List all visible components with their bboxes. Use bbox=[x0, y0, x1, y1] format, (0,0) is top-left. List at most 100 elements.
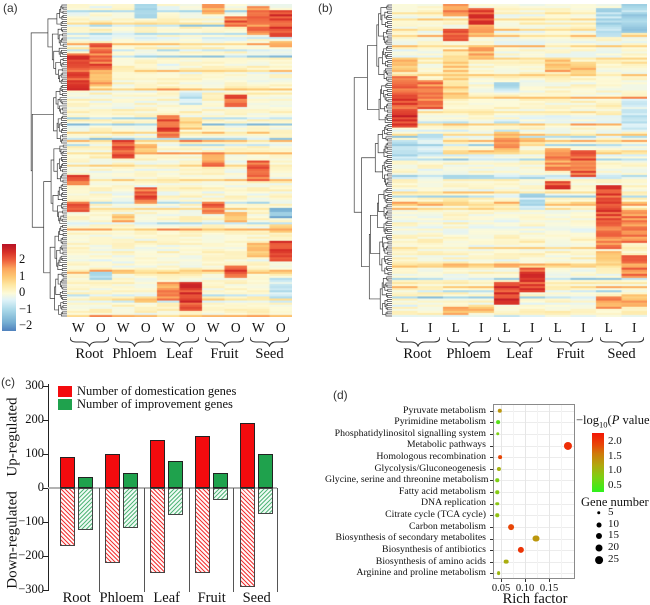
c-y-tick-label: 0 bbox=[37, 480, 44, 494]
d-data-point bbox=[495, 513, 499, 518]
d-color-tick-label: 2.0 bbox=[608, 434, 622, 447]
c-y-tick-label: 100 bbox=[25, 445, 44, 460]
heatmap-colorbar-tick-label: −2 bbox=[19, 318, 33, 333]
c-bar-improvement-down bbox=[212, 488, 229, 500]
c-y-tick bbox=[43, 488, 48, 490]
d-pathway-label: Biosynthesis of amino acids bbox=[375, 555, 486, 567]
heatmap-b-tissue-label: Phloem bbox=[446, 346, 491, 362]
heatmap-b-tissue-label: Fruit bbox=[556, 346, 585, 362]
legend-label-improvement: Number of improvement genes bbox=[77, 397, 233, 411]
d-size-legend-dot bbox=[595, 544, 603, 552]
d-grid-h bbox=[494, 457, 574, 459]
heatmap-b-tissue-label: Leaf bbox=[506, 346, 533, 362]
c-bar-improvement-up bbox=[257, 453, 274, 488]
heatmap-b-group-brace bbox=[395, 336, 440, 347]
heatmap-colorbar-tick-label: −1 bbox=[19, 301, 33, 316]
c-bar-improvement-up bbox=[212, 473, 229, 488]
d-pathway-label: Fatty acid metabolism bbox=[398, 485, 486, 497]
c-bar-domestication-up bbox=[194, 436, 211, 488]
d-pathway-label: Glycolysis/Gluconeogenesis bbox=[374, 462, 486, 474]
d-y-tick bbox=[489, 468, 493, 470]
d-grid-h bbox=[494, 433, 574, 435]
d-size-tick-label: 5 bbox=[608, 506, 614, 518]
c-bar-domestication-down bbox=[194, 488, 211, 574]
d-pathway-label: Arginine and proline metabolism bbox=[356, 567, 486, 579]
c-category-label: Fruit bbox=[197, 590, 226, 605]
c-ylabel-down: Down-regulated bbox=[4, 491, 21, 589]
heatmap-colorbar bbox=[2, 244, 16, 331]
d-grid-v-major bbox=[501, 404, 502, 578]
c-bar-domestication-down bbox=[149, 488, 166, 574]
d-x-tick-label: 0.10 bbox=[515, 583, 535, 594]
c-y-tick bbox=[43, 419, 48, 422]
d-data-point bbox=[496, 420, 501, 425]
d-grid-v-minor bbox=[513, 404, 514, 578]
d-grid-h bbox=[494, 422, 574, 424]
heatmap-b-condition-label: I bbox=[428, 320, 433, 335]
heatmap-b-condition-label: L bbox=[400, 320, 409, 335]
d-y-tick bbox=[489, 445, 493, 447]
d-size-legend-dot bbox=[597, 511, 601, 515]
d-x-tick bbox=[525, 578, 526, 582]
d-data-point bbox=[564, 441, 573, 450]
heatmap-b-canvas bbox=[392, 4, 647, 317]
panel-a-label: (a) bbox=[3, 1, 18, 15]
heatmap-a-group-brace bbox=[115, 336, 154, 347]
d-grid-v-minor bbox=[561, 404, 562, 578]
c-bar-improvement-up bbox=[77, 477, 94, 488]
d-grid-h bbox=[494, 550, 574, 552]
d-pathway-label: DNA replication bbox=[420, 497, 486, 509]
d-color-tick-label: 1.5 bbox=[608, 449, 622, 462]
heatmap-b-condition-label: L bbox=[553, 320, 562, 335]
d-data-point bbox=[495, 432, 500, 436]
d-y-tick bbox=[489, 410, 493, 412]
d-data-point bbox=[503, 559, 509, 565]
d-y-tick bbox=[489, 561, 493, 563]
heatmap-b-condition-label: I bbox=[479, 320, 484, 335]
c-bar-improvement-up bbox=[167, 461, 184, 488]
heatmap-a-condition-label: O bbox=[275, 320, 286, 335]
d-pathway-label: Citrate cycle (TCA cycle) bbox=[385, 509, 486, 521]
d-pathway-label: Carbon metabolism bbox=[408, 520, 486, 532]
d-size-legend-dot bbox=[596, 522, 602, 528]
d-data-point bbox=[497, 408, 503, 413]
d-y-tick bbox=[489, 492, 493, 494]
heatmap-colorbar-tick-label: 1 bbox=[19, 268, 26, 283]
c-bar-domestication-down bbox=[104, 488, 121, 563]
d-grid-h bbox=[494, 561, 574, 563]
d-size-tick-label: 10 bbox=[608, 517, 619, 530]
heatmap-b-condition-label: I bbox=[632, 320, 637, 335]
c-bar-domestication-up bbox=[149, 439, 166, 488]
c-bar-improvement-up bbox=[122, 473, 139, 488]
c-category-label: Root bbox=[62, 590, 91, 605]
c-bar-domestication-up bbox=[239, 423, 256, 488]
d-size-tick-label: 15 bbox=[608, 529, 619, 542]
dendrogram-a-canvas bbox=[28, 4, 67, 317]
legend-swatch-domestication bbox=[58, 386, 72, 397]
d-grid-h bbox=[494, 503, 574, 505]
heatmap-a-tissue-label: Seed bbox=[255, 346, 284, 362]
c-y-tick bbox=[43, 385, 48, 388]
heatmap-b-tissue-label: Root bbox=[403, 346, 432, 362]
c-group-separator bbox=[276, 488, 278, 593]
legend-swatch-improvement bbox=[58, 399, 72, 410]
d-pathway-label: Biosynthesis of secondary metabolites bbox=[335, 532, 486, 544]
d-y-tick bbox=[489, 503, 493, 505]
c-y-tick-label: 200 bbox=[25, 411, 44, 426]
heatmap-a-condition-label: W bbox=[116, 320, 130, 335]
heatmap-a-tissue-label: Phloem bbox=[112, 346, 157, 362]
d-grid-v-major bbox=[525, 404, 526, 578]
d-data-point bbox=[532, 535, 540, 542]
d-data-point bbox=[518, 547, 525, 554]
d-size-legend-dot bbox=[595, 533, 603, 540]
d-data-point bbox=[498, 455, 502, 460]
heatmap-a-group-brace bbox=[205, 336, 244, 347]
d-pathway-label: Pyrimidine metabolism bbox=[394, 416, 486, 428]
d-grid-h bbox=[494, 480, 574, 482]
legend-label-domestication: Number of domestication genes bbox=[77, 384, 237, 398]
heatmap-b-tissue-label: Seed bbox=[607, 346, 636, 362]
heatmap-b-condition-label: L bbox=[502, 320, 511, 335]
d-size-tick-label: 25 bbox=[608, 552, 619, 565]
c-y-tick-label: −200 bbox=[18, 548, 44, 563]
